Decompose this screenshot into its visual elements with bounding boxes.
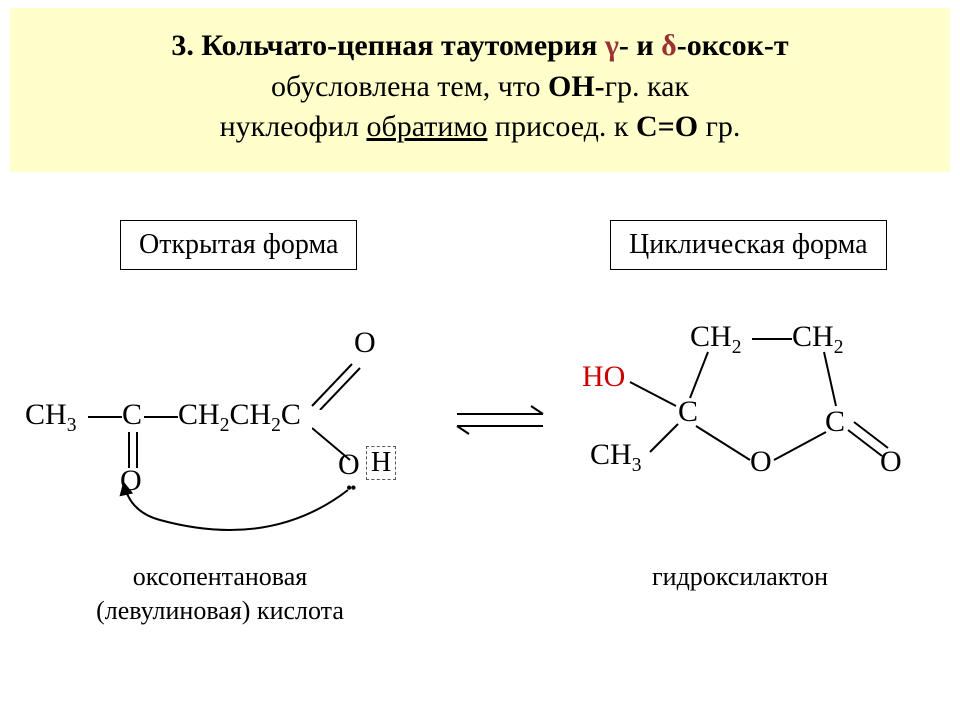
oc-h: H (371, 447, 391, 478)
bond-ch3-c (88, 415, 122, 419)
title-suffix-1: -оксок-т (677, 29, 789, 62)
cyclic-form-text: Циклическая форма (629, 229, 868, 260)
title-line-1: 3. Кольчато-цепная таутомерия γ- и δ-окс… (30, 26, 930, 67)
cyclic-caption: гидроксилактон (580, 560, 900, 594)
title-oh: ОН- (548, 70, 605, 103)
oc-h-box: H (366, 446, 396, 480)
greek-delta: δ (661, 29, 677, 62)
oc-c-ketone: C (122, 398, 142, 432)
title-line-3: нуклеофил обратимо присоед. к С=О гр. (30, 107, 930, 148)
greek-gamma: γ (605, 29, 619, 62)
open-chain-structure: CH3 C CH2CH2C O O O •• (20, 350, 460, 580)
cyclic-structure: CH2 CH2 C C O O HO CH3 (560, 320, 940, 570)
equilibrium-arrows-icon (445, 400, 555, 440)
curved-arrow-nucleophile (110, 470, 370, 550)
open-form-text: Открытая форма (139, 229, 338, 260)
oc-ch2b: CH (229, 398, 271, 431)
title-ceq: С=О (636, 110, 698, 143)
bond-c-ch2 (144, 415, 178, 419)
oc-sub3: 3 (67, 415, 77, 436)
oc-cap-l1: оксопентановая (70, 560, 370, 594)
bond-c-double-o-ketone (126, 432, 140, 468)
open-chain-caption: оксопентановая (левулиновая) кислота (70, 560, 370, 628)
oc-cap-l2: (левулиновая) кислота (70, 594, 370, 628)
cy-cap: гидроксилактон (652, 562, 828, 591)
title-box: 3. Кольчато-цепная таутомерия γ- и δ-окс… (10, 8, 950, 172)
title-l3-suffix: гр. (698, 110, 740, 143)
title-l3-prefix: нуклеофил (220, 110, 367, 143)
oc-ch3: CH (25, 398, 67, 431)
open-form-label: Открытая форма (120, 220, 357, 270)
cyclic-bonds (560, 320, 940, 520)
title-prefix: 3. Кольчато-цепная таутомерия (171, 29, 604, 62)
cyclic-form-label: Циклическая форма (610, 220, 887, 270)
oc-o-top: O (354, 326, 376, 360)
oc-ch2a: CH (178, 398, 220, 431)
open-main-chain: CH3 (25, 398, 76, 437)
bond-c-double-o-acid (308, 354, 364, 410)
title-l3-mid: присоед. к (487, 110, 636, 143)
oc-c-acid: C (281, 398, 301, 431)
title-obratimo: обратимо (366, 110, 487, 143)
title-l2-suffix: гр. как (605, 70, 689, 103)
oc-ch2ch2c: CH2CH2C (178, 398, 301, 437)
slide-root: 3. Кольчато-цепная таутомерия γ- и δ-окс… (0, 0, 960, 720)
title-l2-prefix: обусловлена тем, что (271, 70, 548, 103)
title-dash: - и (619, 29, 661, 62)
title-line-2: обусловлена тем, что ОН-гр. как (30, 67, 930, 108)
oc-sub2b: 2 (271, 415, 281, 436)
oc-sub2a: 2 (220, 415, 230, 436)
